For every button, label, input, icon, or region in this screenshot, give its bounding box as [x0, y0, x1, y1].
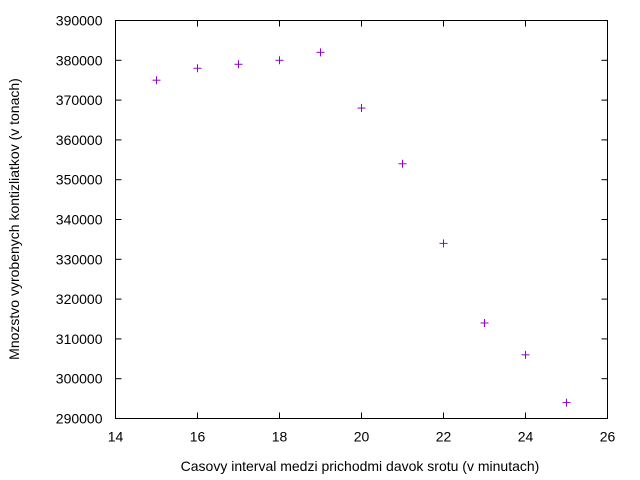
- data-point: [439, 239, 448, 248]
- x-tick-label: 18: [272, 429, 288, 445]
- y-tick-label: 390000: [56, 13, 103, 29]
- x-tick-label: 16: [190, 429, 206, 445]
- plot-frame: [115, 20, 608, 419]
- x-tick-label: 24: [518, 429, 534, 445]
- x-axis-ticks: 14 16 18 20 22 24 26: [108, 20, 616, 445]
- y-tick-label: 340000: [56, 212, 103, 228]
- data-point: [193, 64, 202, 73]
- data-point: [234, 60, 243, 69]
- data-point: [316, 48, 325, 57]
- x-axis-label: Casovy interval medzi prichodmi davok sr…: [181, 458, 540, 474]
- x-tick-label: 22: [436, 429, 452, 445]
- data-point: [357, 104, 366, 113]
- y-tick-label: 290000: [56, 411, 103, 427]
- x-tick-label: 14: [108, 429, 124, 445]
- y-tick-label: 350000: [56, 172, 103, 188]
- y-tick-label: 300000: [56, 371, 103, 387]
- data-point: [521, 350, 530, 359]
- y-axis-ticks: 290000 300000 310000 320000 330000 340000 3500…: [56, 13, 608, 427]
- y-tick-label: 360000: [56, 132, 103, 148]
- data-point: [480, 318, 489, 327]
- data-point: [562, 398, 571, 407]
- y-axis-label: Mnozstvo vyrobenych kontizliatkov (v ton…: [6, 78, 22, 360]
- y-tick-label: 380000: [56, 52, 103, 68]
- y-tick-label: 330000: [56, 251, 103, 267]
- y-tick-label: 320000: [56, 291, 103, 307]
- data-points: [152, 48, 571, 407]
- data-point: [398, 159, 407, 168]
- y-tick-label: 310000: [56, 331, 103, 347]
- data-point: [152, 76, 161, 85]
- x-tick-label: 26: [600, 429, 616, 445]
- x-tick-label: 20: [354, 429, 370, 445]
- y-tick-label: 370000: [56, 92, 103, 108]
- data-point: [275, 56, 284, 65]
